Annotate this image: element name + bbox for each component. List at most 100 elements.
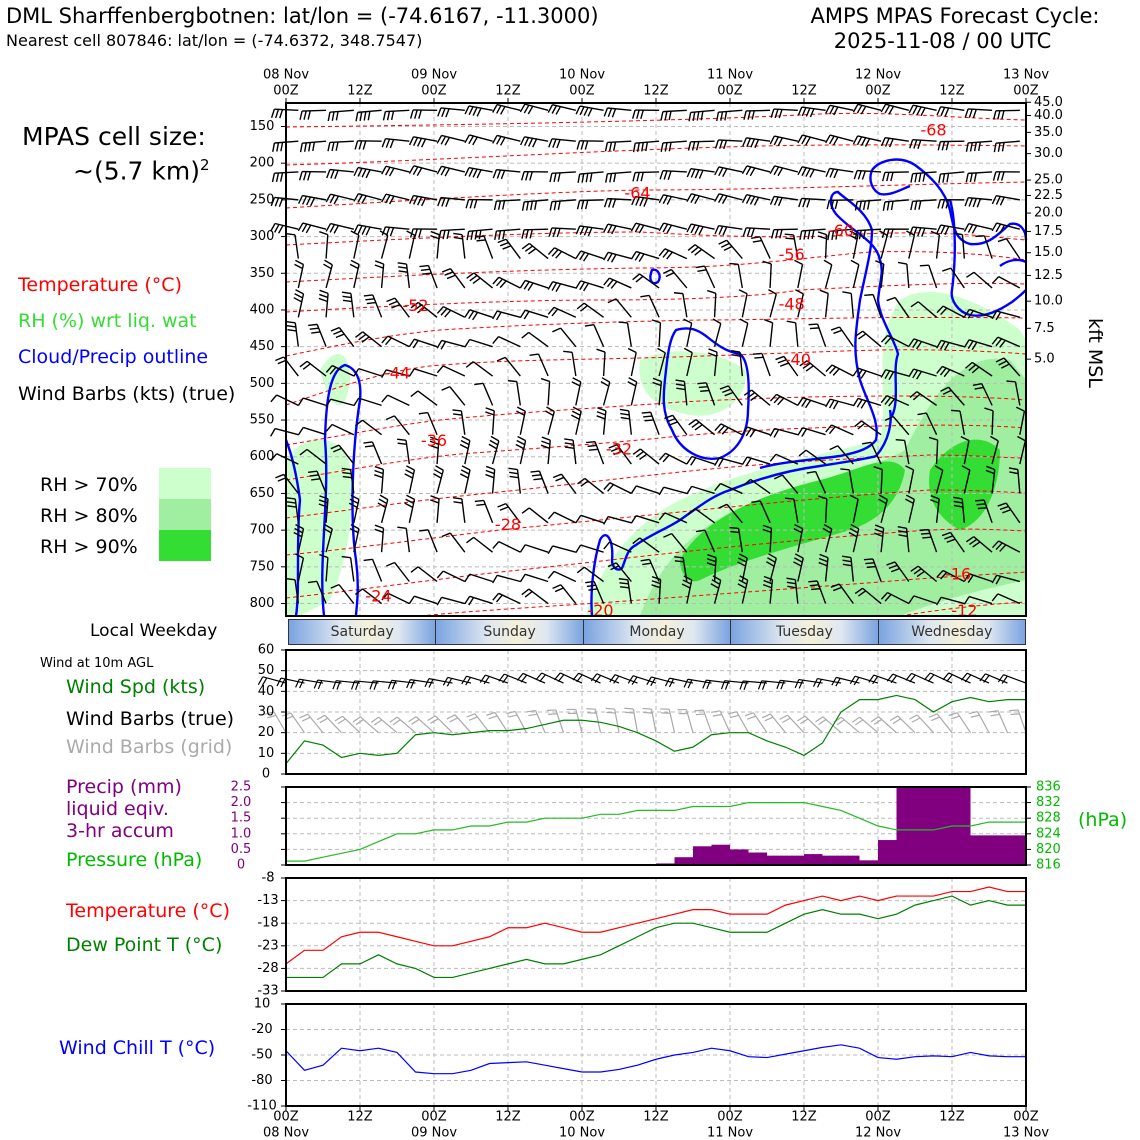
wind-barb bbox=[825, 424, 854, 436]
barb-feather bbox=[928, 436, 938, 441]
barb-feather bbox=[532, 138, 538, 148]
barb-feather bbox=[279, 172, 284, 182]
wind-barb bbox=[797, 715, 823, 734]
barb-feather bbox=[691, 421, 700, 428]
barb-feather bbox=[889, 715, 899, 722]
barb-staff bbox=[775, 453, 799, 465]
barb-feather bbox=[555, 106, 562, 115]
barb-feather bbox=[490, 435, 500, 442]
barb-feather bbox=[618, 578, 628, 581]
barb-feather bbox=[910, 565, 919, 572]
barb-feather bbox=[995, 223, 1002, 233]
pressure-tick-label: 250 bbox=[250, 192, 275, 207]
weekday-2: Monday bbox=[583, 620, 732, 644]
barb-feather bbox=[552, 138, 557, 148]
wind-barb bbox=[334, 715, 361, 734]
wind-barb bbox=[718, 503, 743, 524]
wind-barb bbox=[658, 222, 688, 234]
barb-feather bbox=[960, 672, 968, 681]
wind-barb bbox=[936, 339, 965, 351]
barb-feather bbox=[698, 226, 704, 235]
wind-barb bbox=[325, 193, 355, 205]
barb-feather bbox=[722, 168, 728, 177]
barb-feather bbox=[630, 251, 637, 260]
barb-feather bbox=[353, 368, 360, 377]
barb-feather bbox=[325, 398, 332, 408]
wind-barb bbox=[961, 465, 971, 494]
barb-staff bbox=[408, 235, 416, 259]
barb-staff bbox=[814, 471, 827, 494]
barb-feather bbox=[984, 407, 994, 412]
barb-feather bbox=[860, 400, 867, 409]
barb-feather bbox=[299, 448, 308, 456]
wind-barb bbox=[963, 573, 993, 583]
barb-feather bbox=[307, 110, 311, 120]
barb-feather bbox=[941, 141, 946, 151]
wind-barb bbox=[627, 347, 637, 377]
wind-barb bbox=[830, 583, 854, 604]
wind-barb bbox=[776, 679, 805, 690]
barb-feather bbox=[584, 200, 589, 210]
wind-barb bbox=[605, 171, 632, 183]
barb-feather bbox=[516, 406, 526, 412]
barb-staff bbox=[338, 584, 355, 604]
wind-barb bbox=[430, 495, 440, 523]
barb-feather bbox=[286, 501, 296, 504]
wind-barb bbox=[519, 309, 549, 320]
barb-feather bbox=[752, 239, 762, 243]
barb-feather bbox=[786, 320, 796, 324]
barb-feather bbox=[274, 224, 280, 233]
pressure-tick-label: 200 bbox=[250, 156, 275, 171]
wind-barb bbox=[817, 231, 828, 259]
pressure-tick-label: 832 bbox=[1036, 795, 1061, 810]
precip-bar bbox=[1007, 835, 1026, 865]
barb-feather bbox=[643, 415, 653, 418]
barb-feather bbox=[466, 231, 470, 241]
wind-barb bbox=[485, 407, 495, 435]
barb-feather bbox=[386, 297, 396, 303]
barb-feather bbox=[519, 309, 526, 319]
barb-feather bbox=[942, 267, 952, 272]
wind-barb bbox=[769, 135, 798, 147]
barb-feather bbox=[378, 498, 388, 505]
barb-feather bbox=[515, 443, 525, 450]
barb-feather bbox=[295, 678, 300, 688]
barb-feather bbox=[555, 476, 565, 482]
wind-barb bbox=[908, 595, 937, 605]
barb-feather bbox=[459, 473, 469, 479]
barb-feather bbox=[712, 713, 722, 717]
barb-feather bbox=[968, 197, 973, 207]
wind-barb bbox=[475, 235, 494, 259]
barb-staff bbox=[362, 419, 383, 436]
wind-barb bbox=[793, 523, 804, 553]
legend-wind-barbs-true: Wind Barbs (true) bbox=[66, 708, 235, 730]
barb-feather bbox=[718, 239, 728, 245]
barb-feather bbox=[306, 196, 312, 206]
wind-barb bbox=[849, 494, 859, 523]
barb-feather bbox=[429, 440, 439, 445]
barb-feather bbox=[419, 264, 429, 268]
barb-feather bbox=[557, 200, 561, 211]
barb-staff bbox=[449, 386, 466, 406]
isotherm-label: -64 bbox=[624, 184, 650, 203]
barb-staff bbox=[648, 295, 660, 318]
barb-feather bbox=[270, 108, 276, 118]
barb-feather bbox=[349, 498, 359, 504]
barb-staff bbox=[537, 353, 549, 377]
barb-feather bbox=[499, 241, 509, 247]
wind-barb bbox=[870, 716, 897, 734]
barb-feather bbox=[995, 196, 1001, 205]
wind-barb bbox=[408, 338, 438, 349]
barb-feather bbox=[936, 596, 942, 606]
barb-feather bbox=[794, 259, 803, 266]
barb-feather bbox=[741, 426, 748, 435]
wind-barb bbox=[942, 267, 965, 289]
barb-feather bbox=[353, 193, 360, 202]
barb-feather bbox=[549, 201, 553, 211]
wind-barb bbox=[886, 673, 916, 684]
barb-feather bbox=[662, 268, 672, 275]
barb-feather bbox=[392, 719, 401, 726]
barb-staff bbox=[737, 264, 744, 289]
barb-feather bbox=[496, 278, 504, 287]
